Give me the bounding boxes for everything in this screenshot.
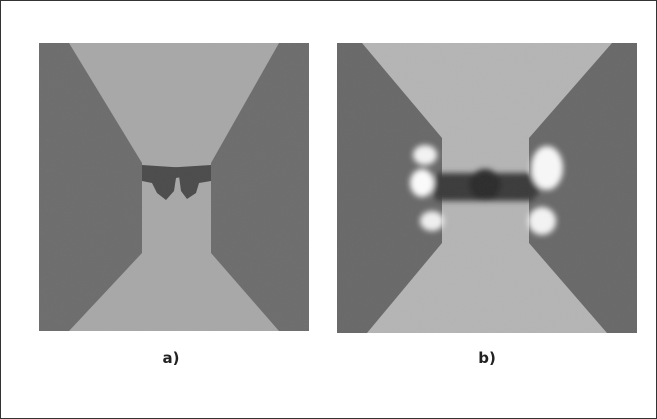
image-panel-b <box>337 43 637 333</box>
panel-label: a) <box>141 349 201 367</box>
image-panel-a <box>39 43 309 331</box>
figure: a) b) <box>0 0 657 419</box>
panel-label: b) <box>457 349 517 367</box>
